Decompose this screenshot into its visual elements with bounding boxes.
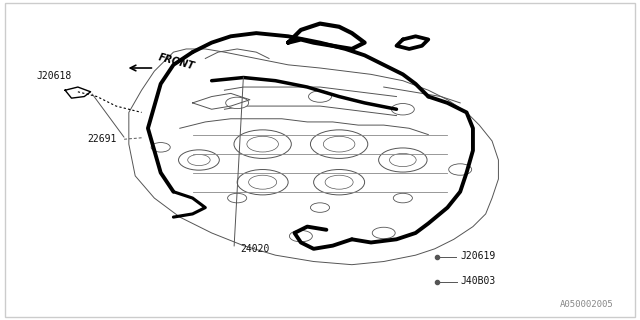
Circle shape	[325, 175, 353, 189]
Text: J40B03: J40B03	[460, 276, 495, 286]
Text: 22691: 22691	[88, 134, 116, 144]
Circle shape	[323, 136, 355, 152]
Circle shape	[188, 155, 210, 165]
Circle shape	[394, 193, 412, 203]
Circle shape	[390, 153, 416, 167]
Text: J20618: J20618	[36, 71, 72, 81]
Circle shape	[289, 230, 312, 242]
Circle shape	[449, 164, 472, 175]
Circle shape	[237, 170, 288, 195]
Circle shape	[226, 97, 248, 108]
Circle shape	[314, 170, 365, 195]
Circle shape	[234, 130, 291, 158]
Circle shape	[379, 148, 427, 172]
Circle shape	[392, 104, 414, 115]
Circle shape	[310, 130, 368, 158]
Circle shape	[248, 175, 276, 189]
Circle shape	[308, 91, 332, 102]
Circle shape	[179, 150, 220, 170]
Text: FRONT: FRONT	[157, 52, 196, 72]
Circle shape	[247, 136, 278, 152]
Circle shape	[151, 142, 170, 152]
Circle shape	[372, 227, 395, 239]
Circle shape	[228, 193, 246, 203]
Circle shape	[310, 203, 330, 212]
Text: 24020: 24020	[241, 244, 269, 254]
Text: J20619: J20619	[460, 251, 495, 261]
Polygon shape	[129, 49, 499, 265]
Text: A050002005: A050002005	[559, 300, 613, 309]
